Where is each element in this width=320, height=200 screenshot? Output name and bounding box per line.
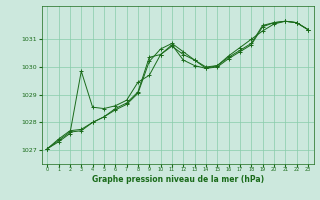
X-axis label: Graphe pression niveau de la mer (hPa): Graphe pression niveau de la mer (hPa)	[92, 175, 264, 184]
